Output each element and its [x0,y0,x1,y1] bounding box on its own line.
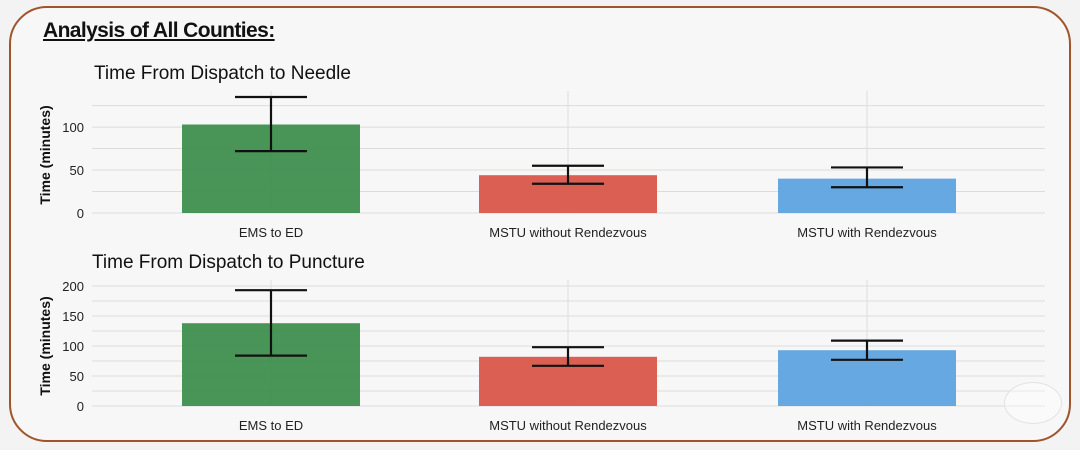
y-tick-label: 100 [62,120,84,135]
y-axis-label: Time (minutes) [37,105,53,204]
y-tick-label: 0 [77,399,84,414]
y-axis-label: Time (minutes) [37,296,53,395]
chart-title: Time From Dispatch to Puncture [92,252,365,273]
y-tick-label: 0 [77,206,84,221]
y-tick-label: 200 [62,279,84,294]
category-label: MSTU without Rendezvous [489,418,647,433]
chart-dispatch-to-needle: Time From Dispatch to Needle Time (minute… [37,63,1045,240]
category-label: MSTU with Rendezvous [797,418,937,433]
watermark-logo [1004,382,1062,424]
y-tick-label: 50 [70,163,84,178]
page-heading: Analysis of All Counties: [43,19,275,42]
category-label: EMS to ED [239,225,303,240]
category-label: MSTU without Rendezvous [489,225,647,240]
y-tick-label: 100 [62,339,84,354]
chart-dispatch-to-puncture: Time From Dispatch to Puncture Time (minu… [37,252,1045,433]
y-tick-label: 50 [70,369,84,384]
category-label: MSTU with Rendezvous [797,225,937,240]
chart-title: Time From Dispatch to Needle [94,63,351,84]
y-tick-label: 150 [62,309,84,324]
category-label: EMS to ED [239,418,303,433]
